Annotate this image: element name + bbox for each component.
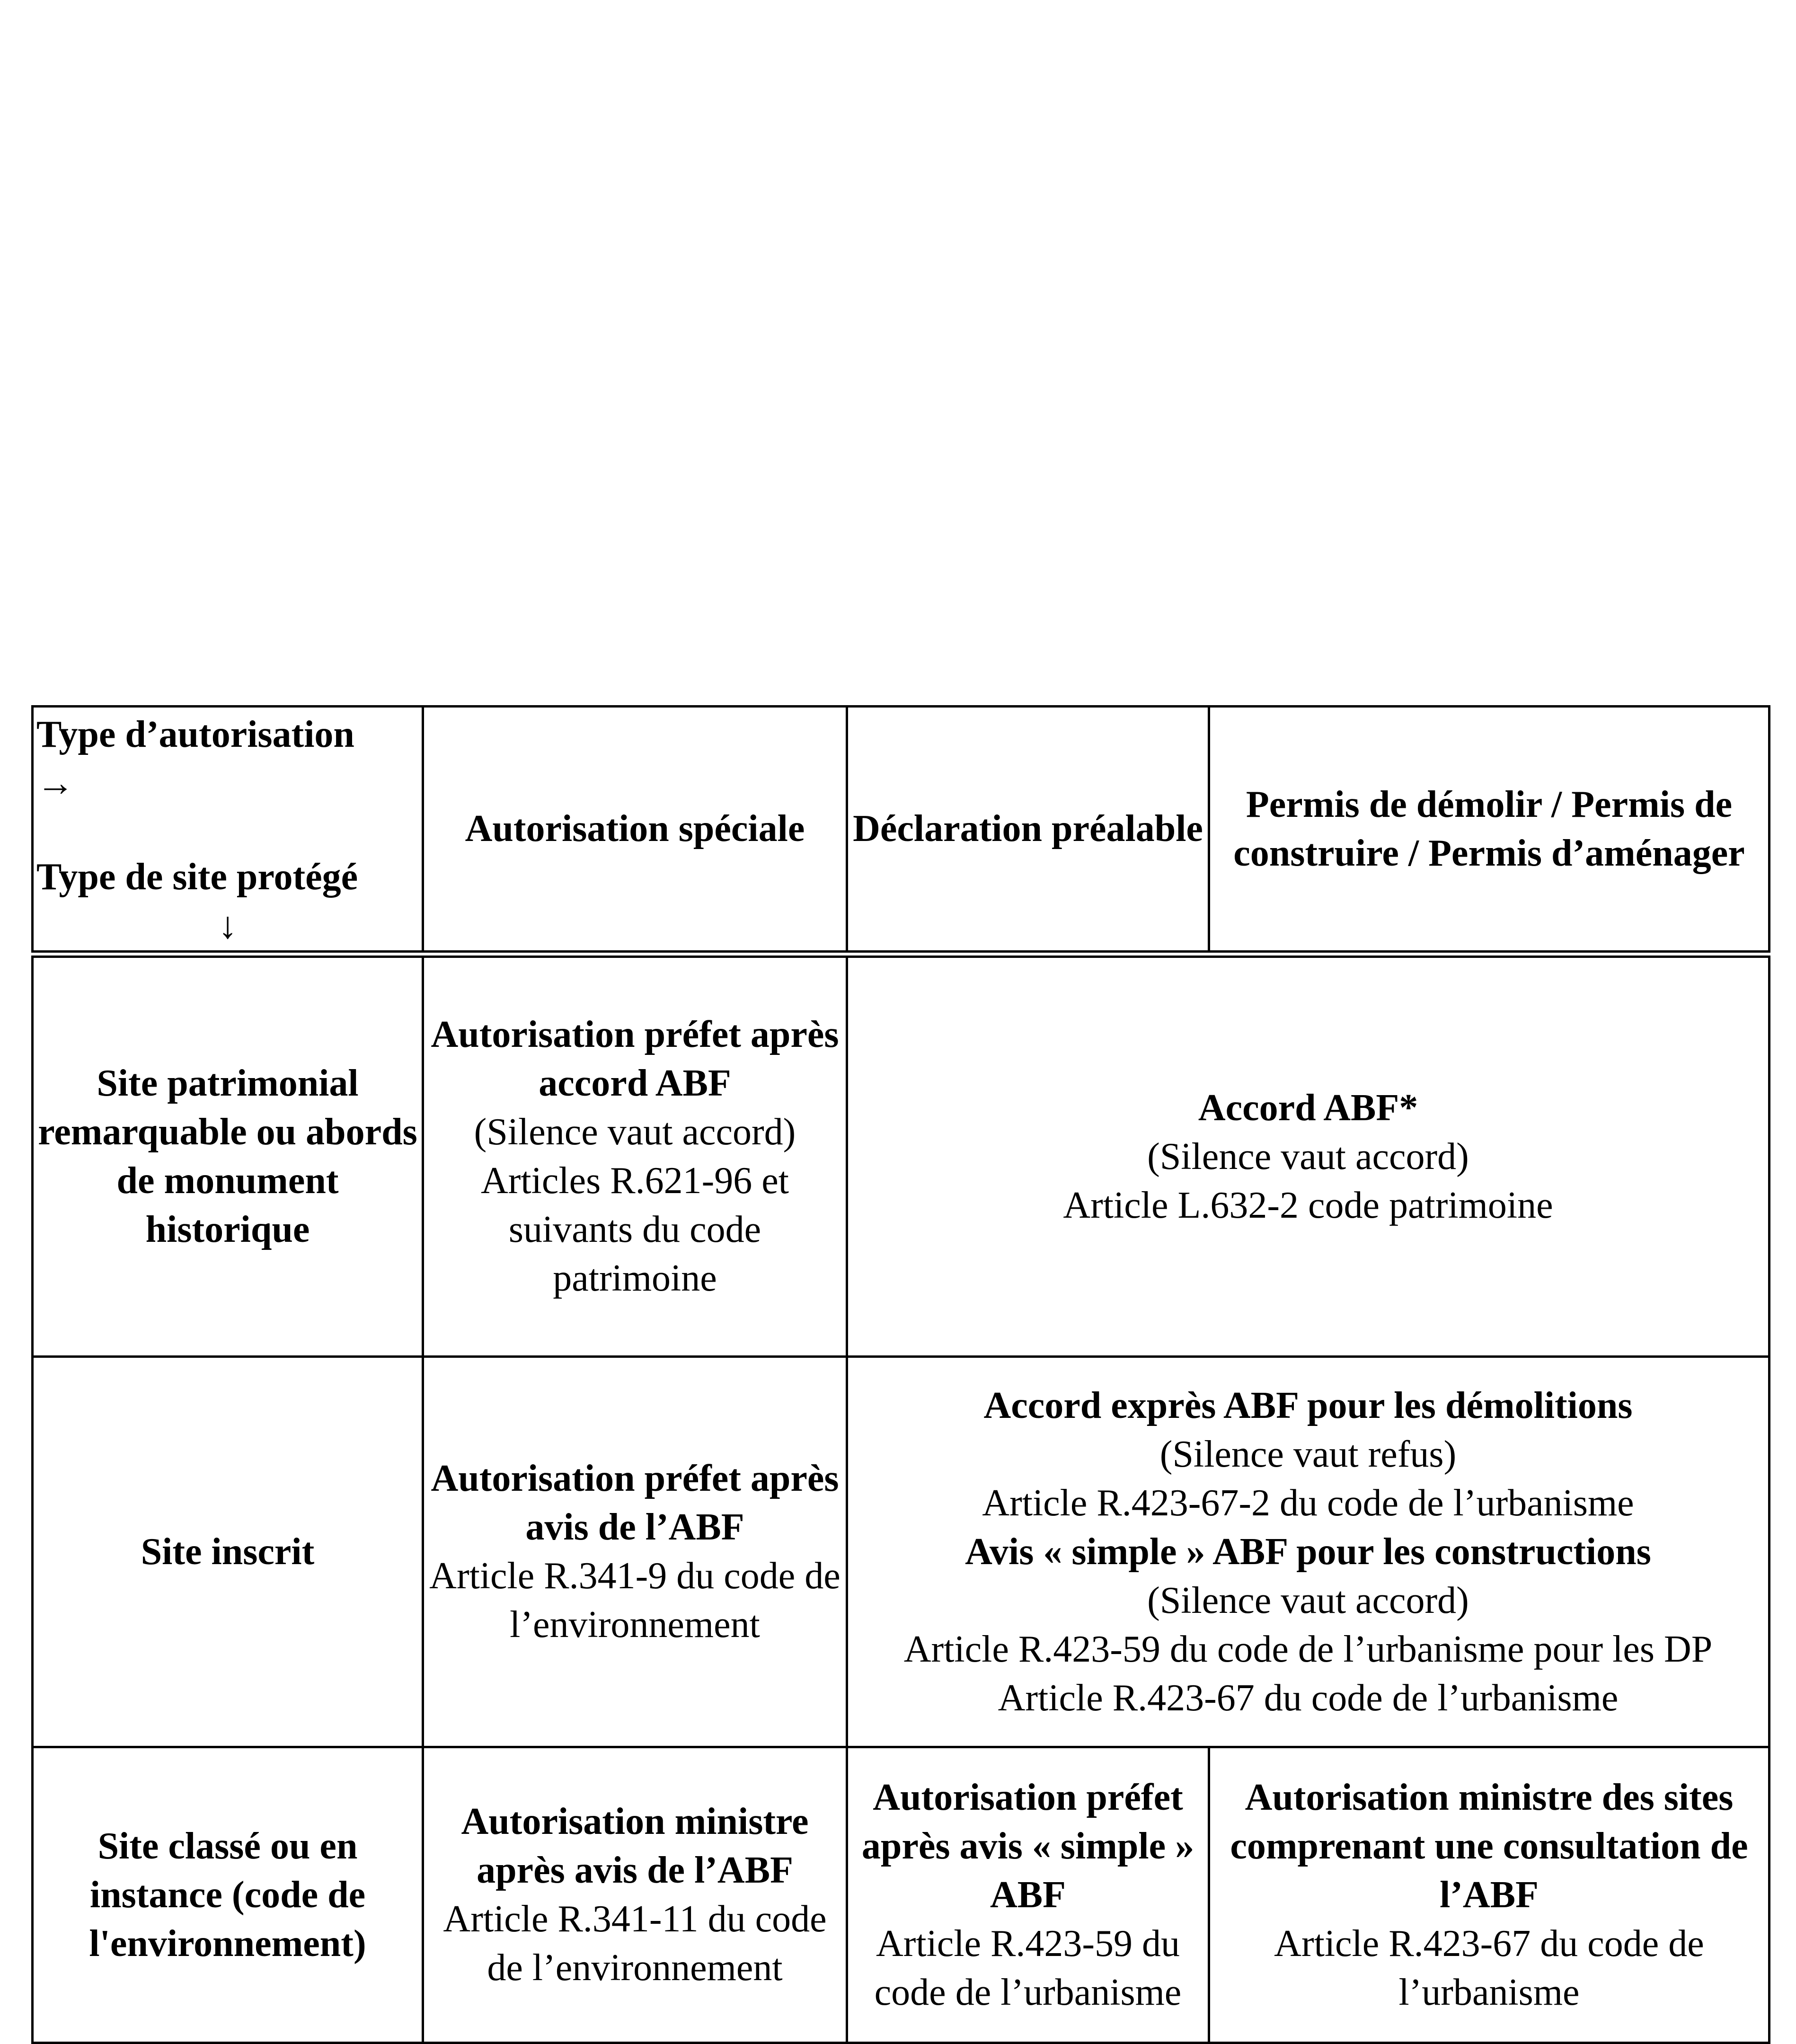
cell-bold-text: Autorisation préfet après accord ABF	[431, 1014, 839, 1104]
cell-text: Article R.423-59 du code de l’urbanisme …	[903, 1628, 1713, 1670]
cell-text: Article R.341-9 du code de l’environneme…	[429, 1555, 840, 1646]
column-header-special: Autorisation spéciale	[422, 705, 848, 958]
site-cell: Site inscrit	[31, 1355, 424, 1748]
cell-bold-text: Autorisation ministre des sites comprena…	[1230, 1776, 1748, 1916]
cell-text: (Silence vaut accord)	[1147, 1135, 1469, 1177]
cell-text: Article L.632-2 code patrimoine	[1063, 1184, 1553, 1226]
cell-text: Article R.341-11 du code de l’environnem…	[443, 1898, 827, 1989]
column-header-label: Autorisation spéciale	[465, 808, 805, 849]
cell-bold-text: Accord ABF*	[1198, 1087, 1418, 1129]
table-row: Site classé ou en instance (code de l'en…	[31, 1746, 1770, 2044]
site-label: Site classé ou en instance (code de l'en…	[89, 1825, 366, 1964]
dp-cell: Autorisation préfet après avis « simple …	[846, 1746, 1210, 2044]
table-row: Site patrimonial remarquable ou abords d…	[31, 953, 1770, 1358]
cell-text: (Silence vaut accord)	[474, 1111, 796, 1153]
column-header-dp: Déclaration préalable	[846, 705, 1210, 958]
merged-cell: Accord exprès ABF pour les démolitions (…	[846, 1355, 1770, 1748]
site-label: Site patrimonial remarquable ou abords d…	[38, 1062, 417, 1250]
corner-top-label: Type d’autorisation	[36, 714, 354, 755]
corner-header-cell: Type d’autorisation → Type de site proté…	[31, 705, 424, 958]
table-header-row: Type d’autorisation → Type de site proté…	[31, 705, 1770, 958]
cell-text: Article R.423-67-2 du code de l’urbanism…	[982, 1482, 1634, 1524]
cell-bold-text: Accord exprès ABF pour les démolitions	[983, 1384, 1633, 1426]
column-header-label: Déclaration préalable	[853, 808, 1203, 849]
cell-text: Article R.423-67 du code de l’urbanisme	[1274, 1922, 1704, 2013]
cell-bold-text: Autorisation préfet après avis de l’ABF	[431, 1458, 839, 1548]
site-cell: Site classé ou en instance (code de l'en…	[31, 1746, 424, 2044]
special-cell: Autorisation ministre après avis de l’AB…	[422, 1746, 848, 2044]
column-header-label: Permis de démolir / Permis de construire…	[1233, 783, 1745, 874]
cell-bold-text: Avis « simple » ABF pour les constructio…	[965, 1531, 1651, 1573]
right-arrow-icon: →	[36, 762, 74, 804]
cell-text: (Silence vaut refus)	[1159, 1433, 1457, 1475]
authorization-table: Type d’autorisation → Type de site proté…	[31, 705, 1770, 2044]
special-cell: Autorisation préfet après accord ABF (Si…	[422, 953, 848, 1358]
cell-text: Articles R.621-96 et suivants du code pa…	[481, 1160, 789, 1299]
special-cell: Autorisation préfet après avis de l’ABF …	[422, 1355, 848, 1748]
cell-text: (Silence vaut accord)	[1147, 1579, 1469, 1621]
cell-bold-text: Autorisation préfet après avis « simple …	[861, 1776, 1194, 1916]
cell-bold-text: Autorisation ministre après avis de l’AB…	[461, 1801, 809, 1891]
down-arrow-icon: ↓	[218, 905, 237, 947]
corner-bottom-label: Type de site protégé	[36, 856, 358, 898]
cell-text: Article R.423-67 du code de l’urbanisme	[998, 1677, 1619, 1719]
permis-cell: Autorisation ministre des sites comprena…	[1208, 1746, 1770, 2044]
merged-cell: Accord ABF* (Silence vaut accord) Articl…	[846, 953, 1770, 1358]
site-label: Site inscrit	[141, 1531, 315, 1573]
table-row: Site inscrit Autorisation préfet après a…	[31, 1355, 1770, 1748]
site-cell: Site patrimonial remarquable ou abords d…	[31, 953, 424, 1358]
cell-text: Article R.423-59 du code de l’urbanisme	[874, 1922, 1182, 2013]
column-header-permis: Permis de démolir / Permis de construire…	[1208, 705, 1770, 958]
